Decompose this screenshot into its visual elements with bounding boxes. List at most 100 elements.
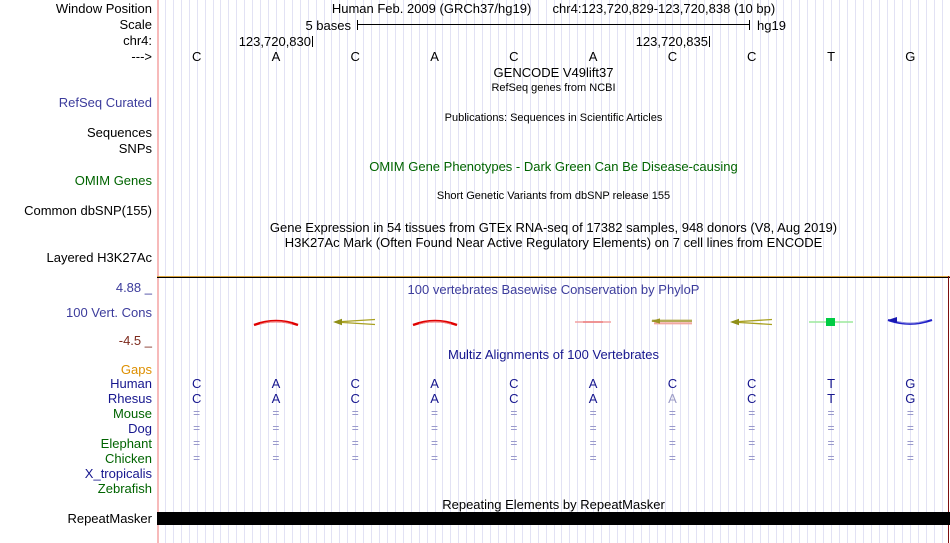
gencode-track-title[interactable]: GENCODE V49lift37 bbox=[493, 65, 614, 80]
track-label-sequences[interactable]: Sequences bbox=[86, 125, 152, 140]
gtex-track-title[interactable]: Gene Expression in 54 tissues from GTEx … bbox=[269, 220, 838, 235]
species-label-human[interactable]: Human bbox=[110, 376, 152, 391]
alignment-base-letter: C bbox=[509, 376, 519, 391]
gridline bbox=[252, 0, 254, 543]
gridline bbox=[585, 0, 587, 543]
gridline bbox=[283, 0, 285, 543]
track-label-window-position: Window Position bbox=[55, 1, 152, 16]
scale-bases-label: 5 bases bbox=[305, 18, 351, 33]
alignment-gap-mark: = bbox=[589, 451, 597, 465]
alignment-gap-mark: = bbox=[272, 451, 280, 465]
alignment-gap-mark: = bbox=[351, 421, 359, 435]
gridline bbox=[545, 0, 547, 543]
gridline bbox=[894, 0, 896, 543]
track-label-common-dbsnp[interactable]: Common dbSNP(155) bbox=[24, 203, 152, 218]
alignment-base-letter: A bbox=[271, 376, 281, 391]
gridline bbox=[799, 0, 801, 543]
omim-track-title[interactable]: OMIM Gene Phenotypes - Dark Green Can Be… bbox=[369, 159, 738, 174]
ruler-tick-left bbox=[312, 36, 313, 47]
track-label-omim-genes[interactable]: OMIM Genes bbox=[74, 173, 152, 188]
gridline bbox=[569, 0, 571, 543]
track-label-snps[interactable]: SNPs bbox=[118, 141, 152, 156]
alignment-gap-mark: = bbox=[431, 421, 439, 435]
alignment-gap-mark: = bbox=[827, 406, 835, 420]
refseq-track-subtitle[interactable]: RefSeq genes from NCBI bbox=[491, 82, 616, 94]
repeatmasker-track-title[interactable]: Repeating Elements by RepeatMasker bbox=[442, 497, 665, 512]
alignment-base-letter: C bbox=[509, 391, 519, 406]
track-label-repeatmasker[interactable]: RepeatMasker bbox=[67, 511, 152, 526]
gridline bbox=[331, 0, 333, 543]
base-letter: G bbox=[905, 49, 916, 64]
track-label-scale: Scale bbox=[119, 17, 152, 32]
gridline bbox=[307, 0, 309, 543]
gridline bbox=[442, 0, 444, 543]
alignment-gap-mark: = bbox=[827, 451, 835, 465]
phylop-wiggle-olive-left-arrow-icon bbox=[331, 315, 379, 332]
gridline bbox=[870, 0, 872, 543]
alignment-gap-mark: = bbox=[668, 406, 676, 420]
phylop-wiggle-green-mid-dot-icon bbox=[807, 315, 855, 332]
species-label-mouse[interactable]: Mouse bbox=[112, 406, 152, 421]
dbsnp-track-subtitle[interactable]: Short Genetic Variants from dbSNP releas… bbox=[436, 190, 671, 202]
alignment-gap-mark: = bbox=[748, 421, 756, 435]
track-label-layered-h3k27ac[interactable]: Layered H3K27Ac bbox=[46, 250, 152, 265]
species-label-dog[interactable]: Dog bbox=[128, 421, 152, 436]
gridline bbox=[902, 0, 904, 543]
alignment-base-letter: C bbox=[350, 376, 360, 391]
gridline bbox=[529, 0, 531, 543]
base-letter: C bbox=[667, 49, 678, 64]
h3k27ac-track-title[interactable]: H3K27Ac Mark (Often Found Near Active Re… bbox=[284, 235, 823, 250]
gridline bbox=[236, 0, 238, 543]
gridline bbox=[854, 0, 856, 543]
gridline bbox=[767, 0, 769, 543]
alignment-gap-mark: = bbox=[510, 451, 518, 465]
alignment-base-letter: C bbox=[191, 376, 202, 391]
track-label-refseq-curated[interactable]: RefSeq Curated bbox=[58, 95, 152, 110]
gridline bbox=[648, 0, 650, 543]
gridline bbox=[244, 0, 246, 543]
gridline bbox=[228, 0, 230, 543]
species-label-elephant[interactable]: Elephant bbox=[100, 436, 152, 451]
gridline bbox=[577, 0, 579, 543]
gridline bbox=[791, 0, 793, 543]
gridline bbox=[759, 0, 761, 543]
gridline bbox=[474, 0, 476, 543]
species-label-zebrafish[interactable]: Zebrafish bbox=[97, 481, 152, 496]
gridline bbox=[712, 0, 714, 543]
gridline bbox=[379, 0, 381, 543]
alignment-base-letter: C bbox=[667, 376, 678, 391]
ruler-number-right: 123,720,835 bbox=[635, 34, 708, 49]
species-label-chicken[interactable]: Chicken bbox=[105, 451, 152, 466]
alignment-gap-mark: = bbox=[748, 451, 756, 465]
gridline bbox=[815, 0, 817, 543]
alignment-base-letter: C bbox=[747, 376, 757, 391]
gridline bbox=[466, 0, 468, 543]
alignment-gap-mark: = bbox=[668, 451, 676, 465]
species-label-x_tropicalis[interactable]: X_tropicalis bbox=[84, 466, 152, 481]
gridline bbox=[347, 0, 349, 543]
gridline bbox=[434, 0, 436, 543]
alignment-gap-mark: = bbox=[589, 421, 597, 435]
base-letter: C bbox=[350, 49, 360, 64]
gridline bbox=[196, 0, 198, 543]
strand-arrow[interactable]: ---> bbox=[131, 49, 152, 64]
track-label-100-vert-cons[interactable]: 100 Vert. Cons bbox=[66, 305, 152, 320]
phylop-track-title[interactable]: 100 vertebrates Basewise Conservation by… bbox=[407, 282, 700, 297]
gridline bbox=[934, 0, 936, 543]
alignment-gap-mark: = bbox=[272, 436, 280, 450]
gridline bbox=[720, 0, 722, 543]
species-label-gaps[interactable]: Gaps bbox=[120, 362, 152, 377]
assembly-title: Human Feb. 2009 (GRCh37/hg19) bbox=[331, 1, 532, 16]
gridline bbox=[751, 0, 753, 543]
publications-track-title[interactable]: Publications: Sequences in Scientific Ar… bbox=[444, 112, 663, 124]
species-label-rhesus[interactable]: Rhesus bbox=[107, 391, 152, 406]
scale-bar-right-tick bbox=[749, 20, 750, 30]
multiz-track-title[interactable]: Multiz Alignments of 100 Vertebrates bbox=[447, 347, 659, 362]
repeatmasker-element-bar[interactable] bbox=[157, 512, 950, 525]
gridline bbox=[926, 0, 928, 543]
base-letter: C bbox=[191, 49, 202, 64]
alignment-gap-mark: = bbox=[510, 436, 518, 450]
phylop-wiggle-red-arch-icon bbox=[252, 315, 300, 332]
gridline bbox=[823, 0, 825, 543]
gridline bbox=[371, 0, 373, 543]
